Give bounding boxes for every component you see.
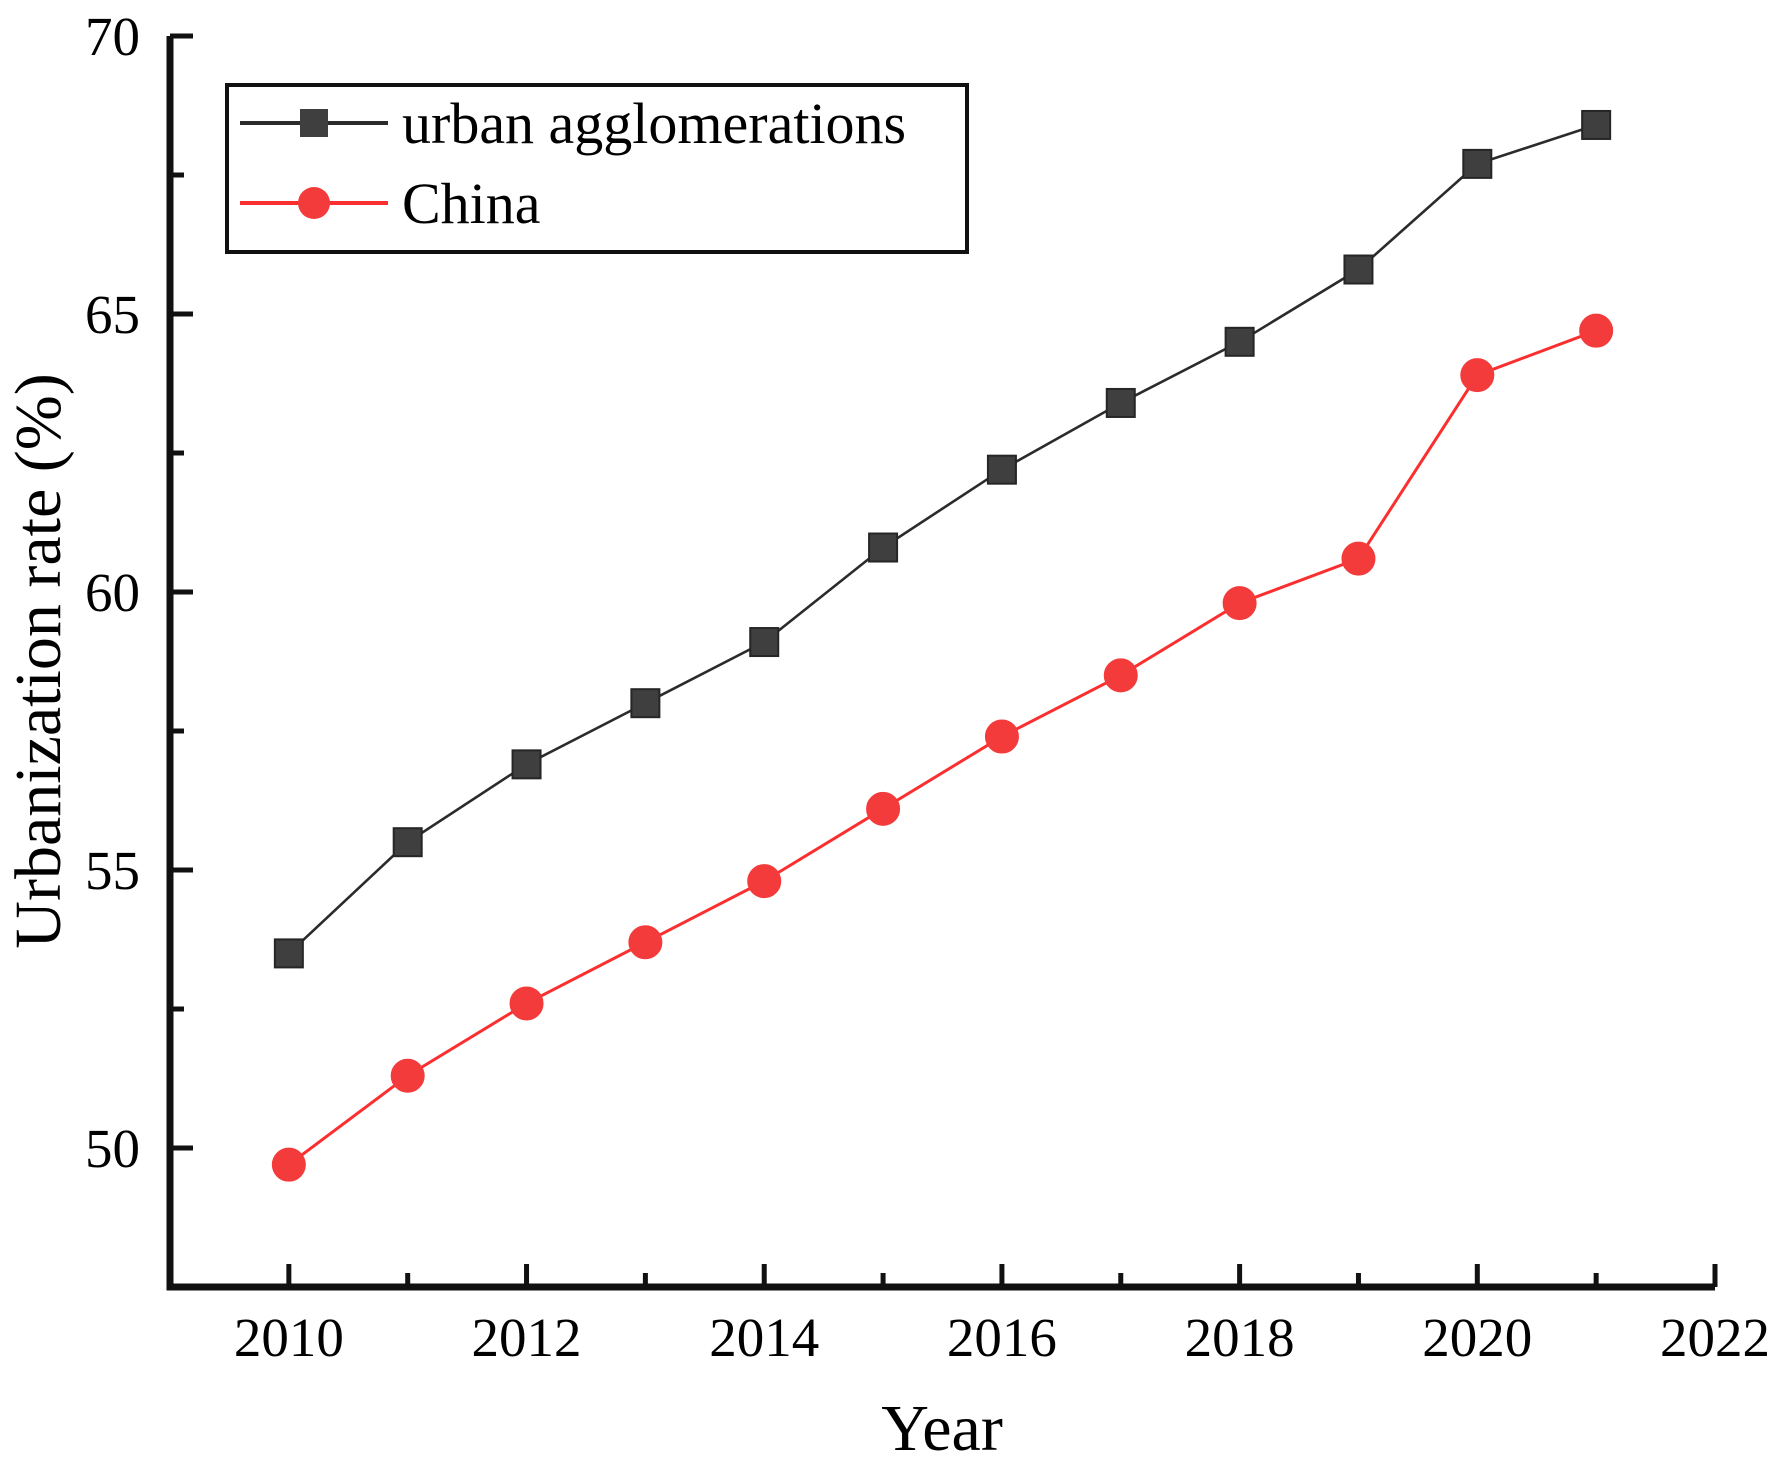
y-tick-label: 65 [85,284,140,345]
data-point-urban-agglomerations-2021 [1581,109,1612,140]
data-point-urban-agglomerations-2011 [392,827,423,858]
legend-label-urban-agglomerations: urban agglomerations [402,91,906,156]
y-tick-label: 55 [85,840,140,901]
x-tick-label: 2014 [709,1307,819,1368]
series-line-urban-agglomerations [287,123,1597,955]
data-point-urban-agglomerations-2016 [986,454,1017,485]
axes-layer: 2010 2012 2014 2016 2018 2020 2022 50 55 60 65 70 [85,6,1770,1368]
x-tick-label: 2018 [1185,1307,1295,1368]
data-point-china-2012 [509,986,544,1021]
x-tick-label: 2016 [947,1307,1057,1368]
x-tick-label: 2012 [472,1307,582,1368]
data-point-china-2013 [628,925,663,960]
y-tick-label: 70 [85,6,140,67]
data-point-china-2018 [1222,586,1257,621]
y-tick-label: 60 [85,562,140,623]
data-point-china-2021 [1579,313,1614,348]
data-point-urban-agglomerations-2017 [1105,387,1136,418]
data-point-china-2011 [390,1058,425,1093]
legend-marker-square-icon [300,109,328,137]
data-point-urban-agglomerations-2020 [1462,148,1493,179]
x-tick-label: 2022 [1660,1307,1770,1368]
data-point-china-2017 [1103,658,1138,693]
legend-marker-circle-icon [298,187,330,219]
data-point-china-2020 [1460,358,1495,393]
data-point-urban-agglomerations-2019 [1343,254,1374,285]
data-point-china-2010 [271,1147,306,1182]
data-point-urban-agglomerations-2013 [630,688,661,719]
x-tick-label: 2020 [1422,1307,1532,1368]
data-point-urban-agglomerations-2015 [868,532,899,563]
data-point-urban-agglomerations-2018 [1224,326,1255,357]
data-point-urban-agglomerations-2014 [749,627,780,658]
legend-box [225,83,969,254]
series-layer [271,109,1614,1182]
data-point-china-2019 [1341,541,1376,576]
data-point-china-2015 [866,791,901,826]
y-tick-label: 50 [85,1118,140,1179]
series-line-china [287,329,1597,1166]
legend: urban agglomerations China [225,83,969,254]
y-axis-title: Urbanization rate (%) [2,373,75,948]
x-tick-label: 2010 [234,1307,344,1368]
data-point-urban-agglomerations-2012 [511,749,542,780]
x-axis-title: Year [881,1392,1003,1465]
data-point-china-2016 [984,719,1019,754]
data-point-china-2014 [747,864,782,899]
data-point-urban-agglomerations-2010 [273,938,304,969]
legend-label-china: China [402,171,541,236]
